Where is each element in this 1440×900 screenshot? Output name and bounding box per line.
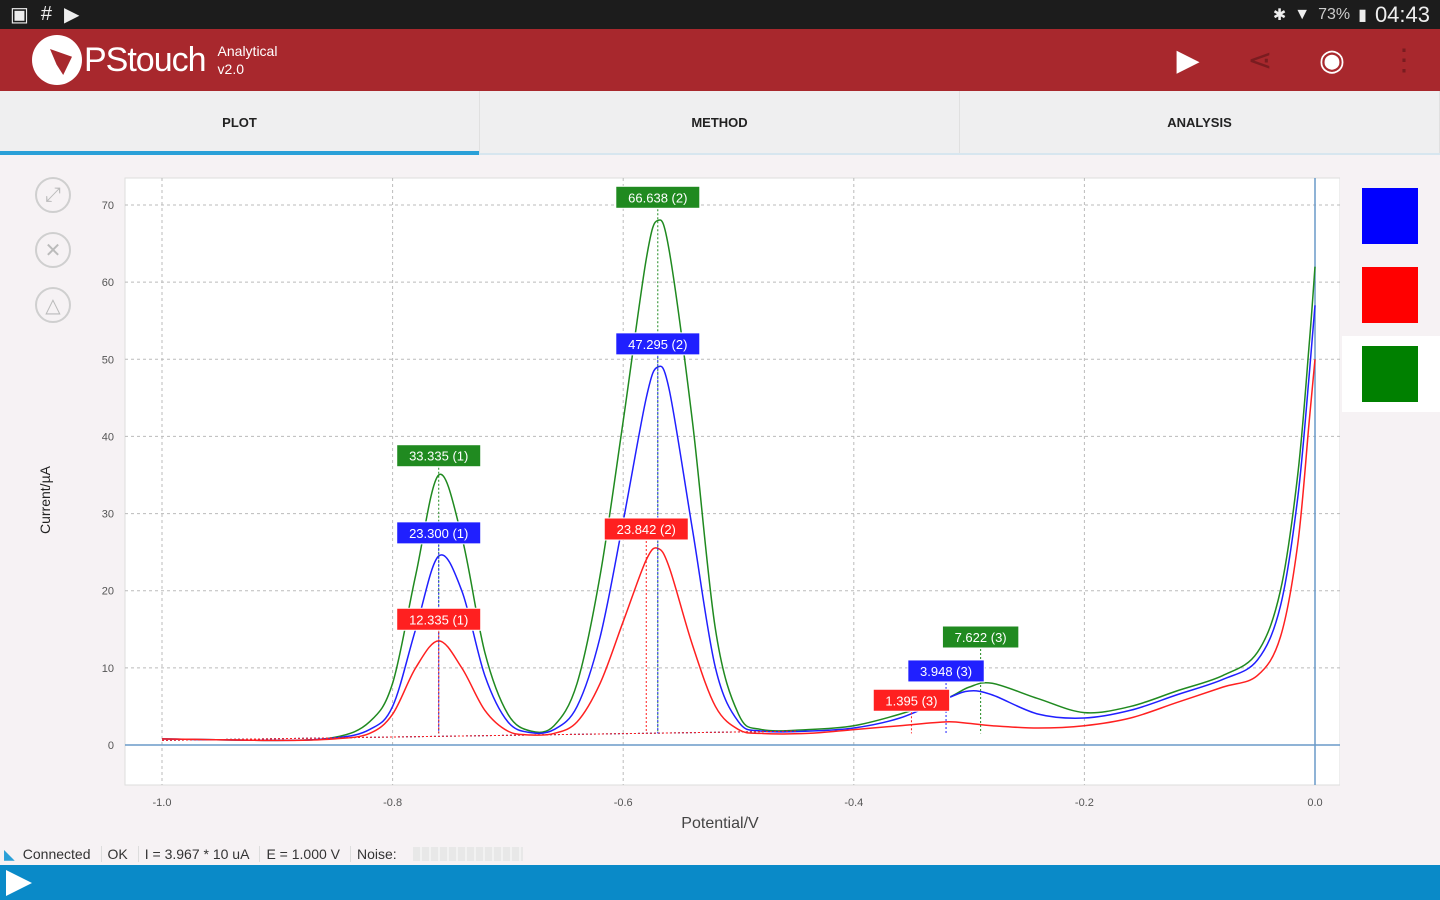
peak-label-text: 12.335 (1)	[409, 612, 468, 627]
y-tick-label: 60	[102, 277, 114, 289]
connection-status: Connected	[23, 846, 102, 862]
x-tick-label: -0.4	[844, 797, 863, 809]
peak-label-box	[603, 517, 689, 541]
peak-detect-button[interactable]: △	[35, 287, 71, 323]
tab-analysis[interactable]: ANALYSIS	[960, 91, 1440, 153]
peak-label-box	[941, 625, 1020, 649]
y-axis-label: Current/µA	[37, 465, 53, 534]
tab-plot[interactable]: PLOT	[0, 91, 480, 155]
x-axis-label: Potential/V	[681, 815, 759, 832]
peak-label: 7.622 (3)	[941, 625, 1020, 734]
series-line-blue	[161, 305, 1316, 742]
plot-area	[124, 177, 1340, 786]
peak-label-text: 47.295 (2)	[628, 337, 687, 352]
curve-swatch-green[interactable]	[1362, 346, 1418, 402]
tools-button[interactable]: ✕	[35, 232, 71, 268]
battery-icon: ▮	[1358, 6, 1367, 24]
peak-label-text: 66.638 (2)	[628, 190, 687, 205]
app-bar: PStouch Analytical v2.0 ▶ ⋖ ◉ ⋮	[0, 29, 1440, 91]
peak-label-text: 23.842 (2)	[617, 522, 676, 537]
peak-label-box	[396, 444, 482, 468]
overflow-menu-button[interactable]: ⋮	[1389, 43, 1419, 77]
run-button[interactable]: ▶	[1176, 43, 1200, 77]
y-tick-label: 70	[102, 200, 114, 212]
bottom-bar	[0, 865, 1440, 900]
peak-label: 66.638 (2)	[615, 185, 701, 734]
app-version: v2.0	[217, 61, 244, 77]
peak-label-box	[907, 659, 985, 683]
noise-meter	[412, 847, 523, 861]
peak-label: 23.300 (1)	[396, 521, 482, 734]
peak-label-box	[872, 688, 951, 712]
status-bar: ▣ # ▶ ✱ ▼ 73% ▮ 04:43	[0, 0, 1440, 29]
bluetooth-icon: ✱	[1272, 6, 1287, 24]
clock: 04:43	[1374, 1, 1430, 27]
fullscreen-button[interactable]: ⤢	[35, 177, 71, 213]
peak-label-box	[615, 185, 701, 209]
status-footer: ◣ Connected OK I = 3.967 * 10 uA E = 1.0…	[0, 843, 1440, 865]
y-tick-label: 0	[108, 740, 114, 752]
peak-label: 47.295 (2)	[615, 332, 701, 734]
y-tick-label: 50	[102, 354, 114, 366]
device-state: OK	[108, 846, 139, 862]
play-store-notification-icon: ▶	[64, 4, 80, 26]
y-tick-label: 10	[102, 663, 114, 675]
peak-label-text: 7.622 (3)	[955, 630, 1007, 645]
peak-label-box	[396, 521, 482, 545]
peak-label-text: 33.335 (1)	[409, 449, 468, 464]
y-tick-label: 30	[102, 509, 114, 521]
gallery-notification-icon: ▣	[10, 4, 29, 26]
peak-label: 1.395 (3)	[872, 688, 951, 734]
wifi-icon: ▼	[1294, 5, 1311, 23]
connected-icon: ◣	[4, 845, 15, 862]
app-title: PStouch	[84, 40, 207, 79]
y-tick-label: 20	[102, 586, 114, 598]
share-button[interactable]: ⋖	[1247, 43, 1273, 77]
curve-swatch-red[interactable]	[1362, 267, 1418, 323]
current-readout: I = 3.967 * 10 uA	[145, 846, 261, 862]
peak-label-text: 1.395 (3)	[885, 693, 937, 708]
peak-label: 12.335 (1)	[396, 607, 482, 734]
peak-label-box	[615, 332, 701, 356]
x-tick-label: 0.0	[1307, 797, 1322, 809]
y-tick-label: 40	[102, 431, 114, 443]
connect-button[interactable]: ◉	[1318, 43, 1346, 77]
potential-readout: E = 1.000 V	[266, 846, 351, 862]
tab-bar: PLOT METHOD ANALYSIS	[0, 91, 1440, 155]
x-tick-label: -1.0	[153, 797, 172, 809]
app-edition: Analytical	[217, 43, 278, 59]
tab-method[interactable]: METHOD	[480, 91, 960, 153]
voltammogram-chart[interactable]: -1.0 -0.8 -0.6 -0.4 -0.2 0.0 0 10 20 30 40 50 60 70 Po…	[0, 160, 1340, 840]
baseline-red	[161, 730, 797, 741]
curve-swatch-blue[interactable]	[1362, 188, 1418, 244]
peak-label-text: 23.300 (1)	[409, 526, 468, 541]
peak-label: 23.842 (2)	[603, 517, 689, 734]
hash-notification-icon: #	[40, 3, 53, 25]
peak-label-text: 3.948 (3)	[920, 664, 972, 679]
x-tick-label: -0.8	[383, 797, 402, 809]
start-measurement-button[interactable]	[6, 870, 32, 896]
noise-label: Noise:	[357, 846, 397, 862]
peak-label-box	[396, 607, 482, 631]
app-subtitle: Analytical v2.0	[218, 42, 278, 78]
battery-percent: 73%	[1318, 5, 1351, 23]
x-tick-label: -0.2	[1075, 797, 1094, 809]
x-tick-label: -0.6	[614, 797, 633, 809]
pstouch-logo-icon	[32, 35, 82, 85]
series-line-green	[161, 219, 1316, 742]
